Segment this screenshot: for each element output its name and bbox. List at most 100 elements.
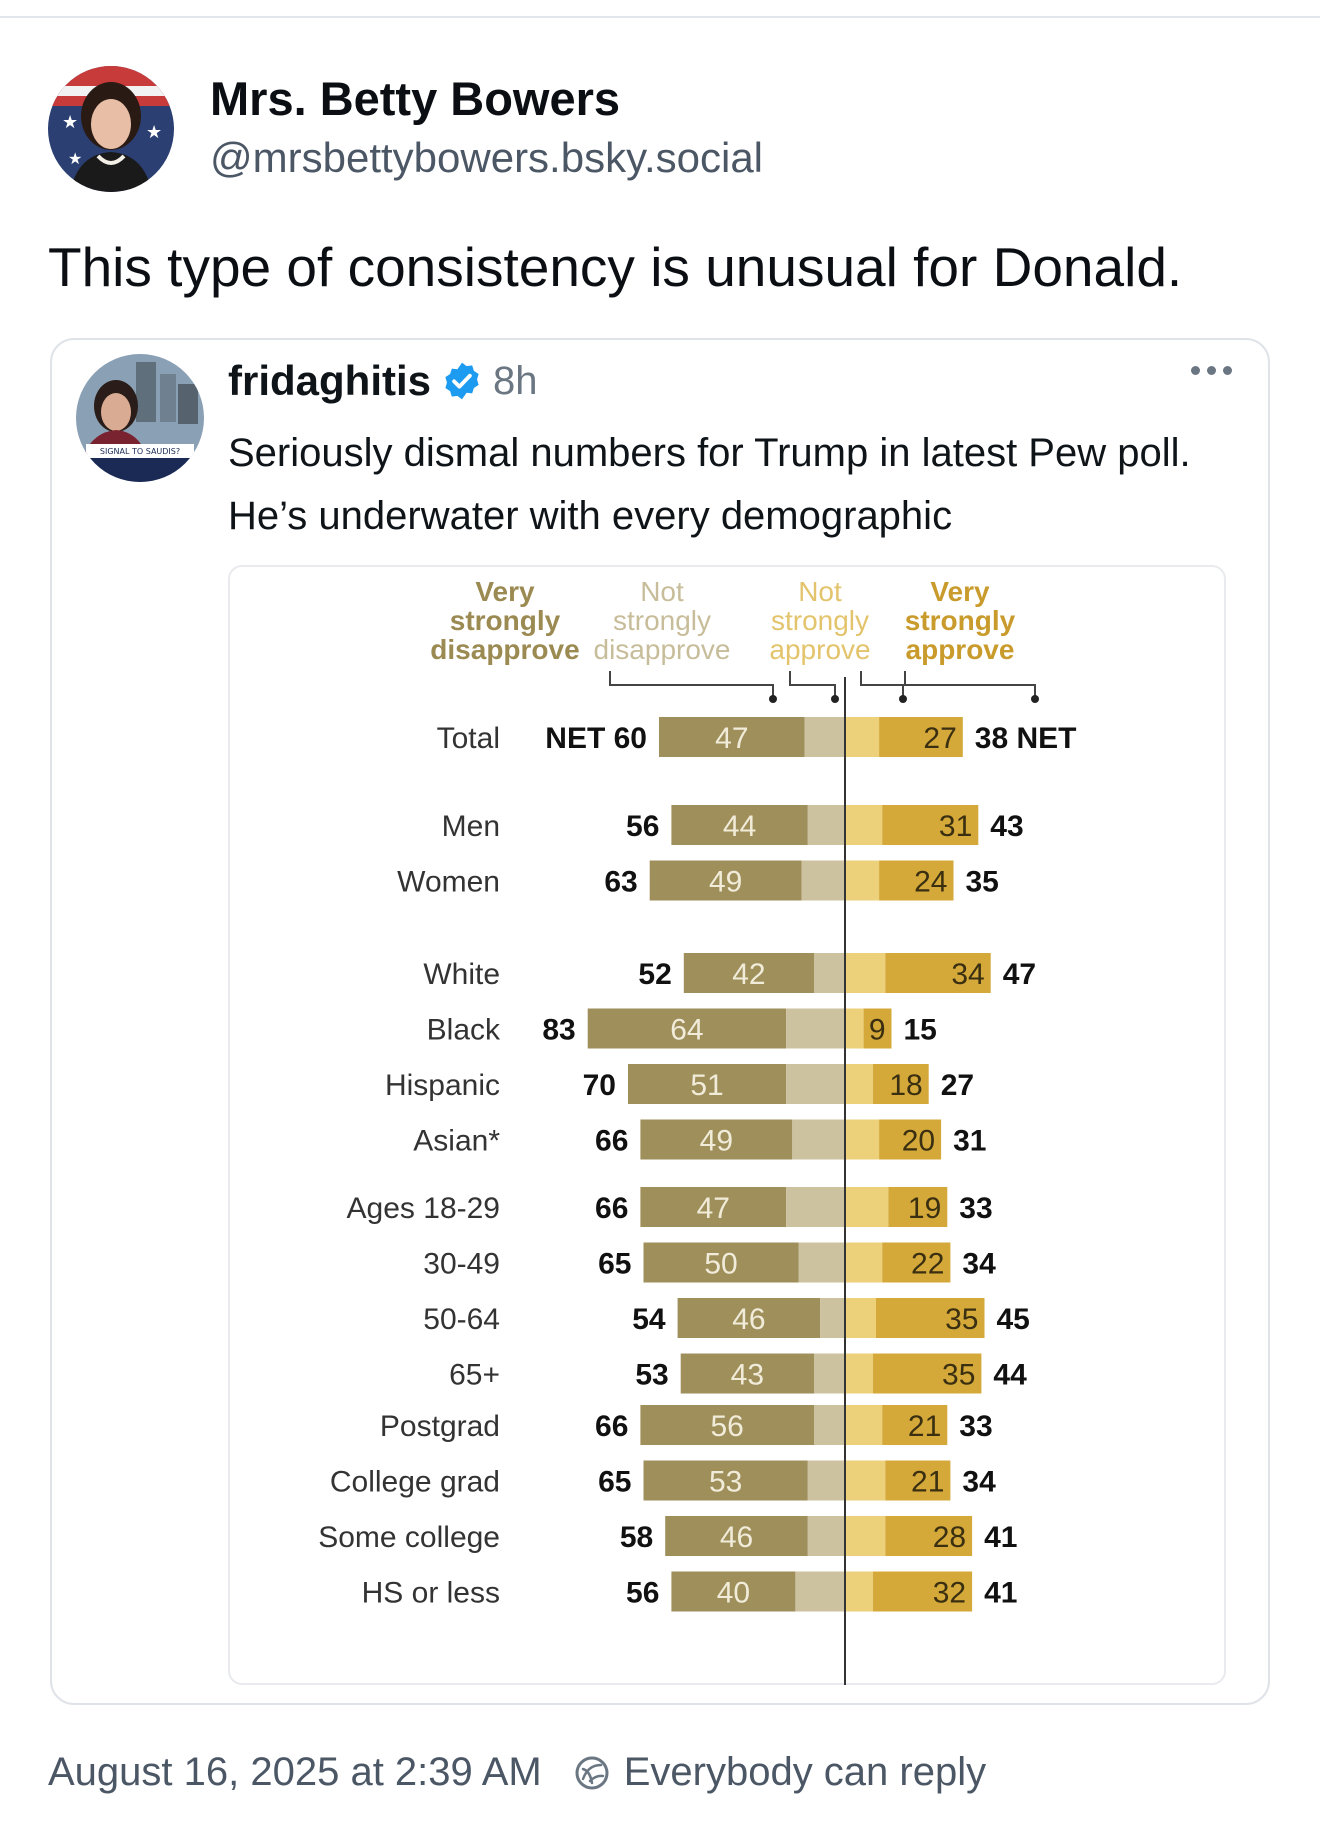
value-label-very-approve: 9 bbox=[869, 1014, 886, 1047]
bar-very-strongly-approve bbox=[879, 1119, 942, 1160]
value-label-very-approve: 35 bbox=[942, 1359, 975, 1392]
value-label-very-disapprove: 51 bbox=[690, 1069, 723, 1102]
bar-not-strongly-disapprove bbox=[786, 1064, 845, 1104]
bar-not-strongly-disapprove bbox=[804, 717, 845, 757]
net-disapprove-label: 52 bbox=[638, 958, 671, 991]
bar-not-strongly-approve bbox=[845, 1353, 873, 1394]
bar-very-strongly-disapprove bbox=[640, 1187, 787, 1227]
row-label: Postgrad bbox=[380, 1410, 500, 1443]
value-label-very-disapprove: 42 bbox=[732, 958, 765, 991]
bar-very-strongly-approve bbox=[872, 1353, 982, 1394]
legend-label: disapprove bbox=[594, 634, 731, 665]
net-approve-label: 45 bbox=[997, 1303, 1030, 1336]
net-disapprove-label: 66 bbox=[595, 1410, 628, 1443]
net-approve-label: 27 bbox=[941, 1069, 974, 1102]
value-label-very-approve: 28 bbox=[933, 1521, 966, 1554]
bar-very-strongly-disapprove bbox=[683, 953, 814, 993]
value-label-very-approve: 32 bbox=[933, 1577, 966, 1610]
bar-not-strongly-disapprove bbox=[795, 1571, 845, 1612]
bar-very-strongly-approve bbox=[882, 1242, 951, 1283]
net-approve-label: 33 bbox=[959, 1410, 992, 1443]
bar-very-strongly-disapprove bbox=[671, 1571, 796, 1612]
value-label-very-approve: 19 bbox=[908, 1192, 941, 1225]
bar-not-strongly-approve bbox=[845, 1064, 873, 1104]
bar-not-strongly-approve bbox=[845, 1571, 873, 1612]
value-label-very-approve: 18 bbox=[889, 1069, 922, 1102]
svg-text:★: ★ bbox=[62, 112, 78, 133]
bar-not-strongly-approve bbox=[845, 1405, 883, 1445]
bar-not-strongly-disapprove bbox=[798, 1242, 845, 1283]
row-label: Total bbox=[437, 722, 500, 755]
bar-not-strongly-approve bbox=[845, 860, 880, 901]
value-label-very-approve: 21 bbox=[911, 1466, 944, 1499]
legend-label: disapprove bbox=[430, 634, 579, 665]
bar-very-strongly-disapprove bbox=[643, 1460, 808, 1501]
net-approve-label: 43 bbox=[990, 810, 1023, 843]
value-label-very-disapprove: 46 bbox=[720, 1521, 753, 1554]
bar-not-strongly-disapprove bbox=[786, 1187, 845, 1227]
net-disapprove-label: 70 bbox=[583, 1069, 616, 1102]
value-label-very-disapprove: 64 bbox=[670, 1014, 703, 1047]
bar-not-strongly-disapprove bbox=[807, 1460, 845, 1501]
net-disapprove-label: 54 bbox=[632, 1303, 666, 1336]
bar-very-strongly-disapprove bbox=[587, 1008, 787, 1049]
row-label: Men bbox=[442, 810, 500, 843]
legend-label: strongly bbox=[905, 605, 1016, 636]
bar-not-strongly-disapprove bbox=[801, 860, 845, 901]
net-approve-label: 34 bbox=[962, 1466, 996, 1499]
post-footer: August 16, 2025 at 2:39 AM Everybody can… bbox=[48, 1750, 986, 1795]
net-approve-label: 44 bbox=[993, 1359, 1027, 1392]
reply-setting: Everybody can reply bbox=[623, 1750, 987, 1794]
row-label: Hispanic bbox=[385, 1069, 500, 1102]
net-disapprove-label: 63 bbox=[604, 866, 637, 899]
author-handle[interactable]: @mrsbettybowers.bsky.social bbox=[210, 134, 764, 181]
bar-not-strongly-approve bbox=[845, 1008, 864, 1049]
value-label-very-approve: 35 bbox=[945, 1303, 978, 1336]
value-label-very-disapprove: 50 bbox=[704, 1248, 737, 1281]
bar-not-strongly-approve bbox=[845, 1460, 886, 1501]
row-label: College grad bbox=[330, 1466, 500, 1499]
avatar[interactable]: ★ ★ ★ bbox=[48, 66, 174, 192]
value-label-very-disapprove: 49 bbox=[709, 866, 742, 899]
bar-not-strongly-disapprove bbox=[786, 1008, 845, 1049]
row-label: 30-49 bbox=[423, 1248, 500, 1281]
bar-very-strongly-approve bbox=[879, 717, 963, 757]
more-options-icon[interactable] bbox=[1191, 366, 1232, 375]
net-disapprove-label: 53 bbox=[635, 1359, 668, 1392]
row-label: Asian* bbox=[413, 1125, 500, 1158]
net-approve-label: 33 bbox=[959, 1192, 992, 1225]
value-label-very-approve: 34 bbox=[951, 958, 984, 991]
bar-very-strongly-approve bbox=[879, 860, 954, 901]
bar-not-strongly-disapprove bbox=[792, 1119, 845, 1160]
poll-chart-svg: VerystronglydisapproveNotstronglydisappr… bbox=[318, 576, 1077, 1685]
legend-label: strongly bbox=[450, 605, 561, 636]
value-label-very-disapprove: 53 bbox=[709, 1466, 742, 1499]
avatar-caption: SIGNAL TO SAUDIS? bbox=[100, 447, 180, 456]
row-label: Some college bbox=[318, 1521, 500, 1554]
bar-very-strongly-approve bbox=[872, 1064, 929, 1104]
quoted-post[interactable]: SIGNAL TO SAUDIS? fridaghitis 8h Serious… bbox=[50, 338, 1270, 1705]
post-timestamp[interactable]: August 16, 2025 at 2:39 AM bbox=[48, 1750, 542, 1794]
author-name[interactable]: Mrs. Betty Bowers bbox=[210, 72, 621, 125]
bar-very-strongly-approve bbox=[882, 805, 979, 845]
legend-connector-dot bbox=[899, 695, 907, 703]
value-label-very-approve: 27 bbox=[923, 722, 956, 755]
bar-not-strongly-approve bbox=[845, 1187, 889, 1227]
legend-connector bbox=[789, 671, 836, 699]
bar-very-strongly-approve bbox=[885, 953, 991, 993]
legend-label: Very bbox=[475, 576, 535, 607]
post-text: This type of consistency is unusual for … bbox=[48, 236, 1183, 298]
quoted-author-avatar[interactable]: SIGNAL TO SAUDIS? bbox=[76, 354, 204, 482]
quoted-author-name[interactable]: fridaghitis bbox=[228, 357, 432, 404]
net-approve-label: 15 bbox=[904, 1014, 937, 1047]
value-label-very-disapprove: 43 bbox=[731, 1359, 764, 1392]
value-label-very-disapprove: 44 bbox=[723, 810, 756, 843]
legend-label: approve bbox=[769, 634, 870, 665]
reply-settings-icon bbox=[575, 1756, 609, 1789]
bar-not-strongly-approve bbox=[845, 1298, 876, 1338]
legend-connector bbox=[609, 671, 774, 699]
legend-label: approve bbox=[906, 634, 1015, 665]
bar-not-strongly-approve bbox=[845, 805, 883, 845]
value-label-very-approve: 24 bbox=[914, 866, 947, 899]
value-label-very-disapprove: 49 bbox=[700, 1125, 733, 1158]
